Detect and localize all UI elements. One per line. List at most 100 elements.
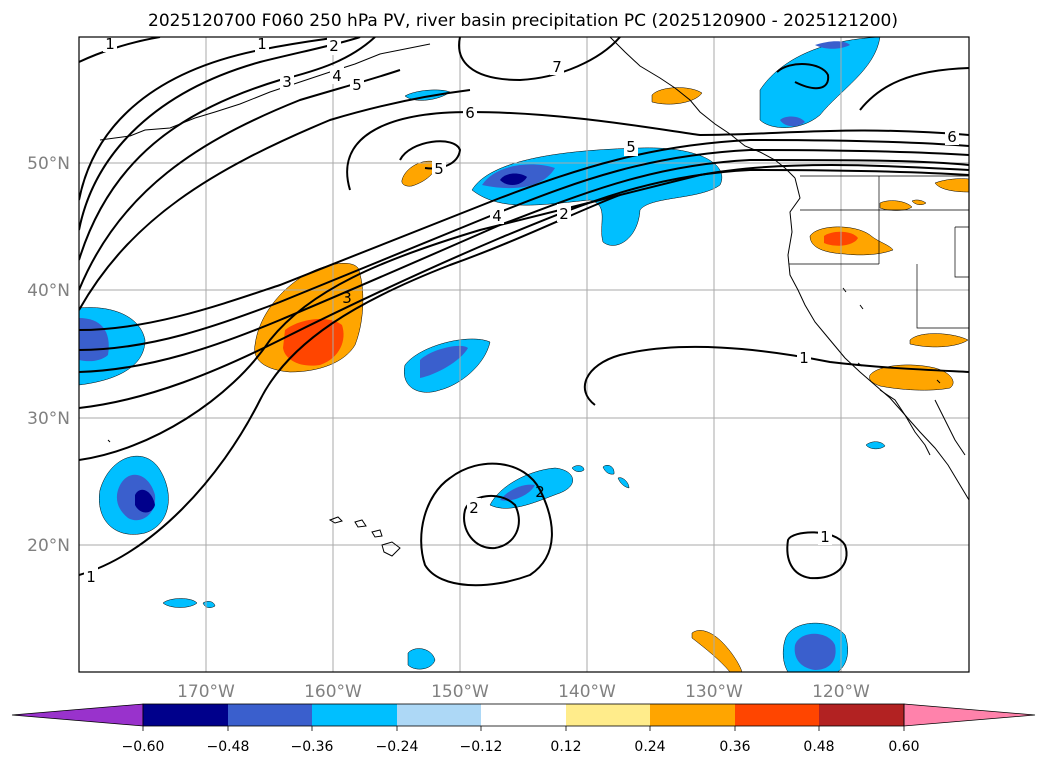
lon-label: 170°W xyxy=(177,682,235,702)
pv-contour-jet-4 xyxy=(79,168,969,409)
colorbar-tick-label: −0.60 xyxy=(122,739,165,755)
pv-contour-label: 7 xyxy=(552,58,562,76)
colorbar-swatch xyxy=(397,704,481,726)
latitude-labels: 50°N 40°N 30°N 20°N xyxy=(27,154,70,556)
lat-label: 40°N xyxy=(27,281,70,301)
label-bg xyxy=(490,206,504,224)
pv-contour-label: 2 xyxy=(329,37,339,55)
precip-blob-bc xyxy=(759,37,881,128)
map-frame xyxy=(78,36,970,673)
lat-label: 50°N xyxy=(27,154,70,174)
label-bg xyxy=(818,527,832,545)
label-bg xyxy=(797,348,811,366)
label-bg xyxy=(624,138,638,156)
pv-contours xyxy=(79,37,969,587)
colorbar-tick-label: −0.24 xyxy=(376,739,419,755)
pv-contour-label: 6 xyxy=(465,104,475,122)
colorbar-swatch xyxy=(312,704,397,726)
pv-contour-jet-3 xyxy=(79,138,969,331)
label-bg xyxy=(463,103,477,121)
pv-contour-jet-south-2 xyxy=(79,194,621,576)
colorbar-swatch xyxy=(228,704,312,726)
label-bg xyxy=(432,159,446,177)
pv-contour-ridge-6 xyxy=(346,110,969,191)
colorbar-swatch xyxy=(819,704,904,726)
pv-contour-label: 4 xyxy=(332,67,342,85)
pv-contour-label: 1 xyxy=(820,528,830,546)
map-background xyxy=(79,37,969,672)
label-bg xyxy=(557,204,571,222)
label-bg xyxy=(467,498,481,516)
colorbar-tick-label: 0.60 xyxy=(888,739,919,755)
pv-contour-5-west xyxy=(79,89,471,311)
pv-contour-1-south xyxy=(786,531,848,580)
colorbar-extend-high xyxy=(903,703,1036,727)
pv-contour-5-bc xyxy=(776,63,830,90)
label-bg xyxy=(550,57,564,75)
pv-contour-label: 5 xyxy=(626,138,636,156)
colorbar: −0.60 −0.48 −0.36 −0.24 −0.12 0.12 0.24 … xyxy=(11,703,1036,755)
label-bg xyxy=(350,75,364,93)
lon-label: 130°W xyxy=(685,682,743,702)
pv-contour-label: 5 xyxy=(352,76,362,94)
label-bg xyxy=(103,37,117,52)
colorbar-extend-low xyxy=(11,703,144,727)
pv-contour-7 xyxy=(458,37,621,82)
hawaii-islands xyxy=(328,516,401,557)
colorbar-tick-label: −0.36 xyxy=(291,739,334,755)
precip-blob-small-pos xyxy=(401,87,969,672)
lon-label: 140°W xyxy=(558,682,616,702)
pv-contour-label: 3 xyxy=(282,73,292,91)
colorbar-tick-label: 0.48 xyxy=(803,739,834,755)
colorbar-tick-label: 0.24 xyxy=(634,739,665,755)
label-bg xyxy=(280,72,294,90)
pv-contour-label: 5 xyxy=(434,160,444,178)
pv-contour-jet-1 xyxy=(79,158,969,373)
colorbar-swatch xyxy=(735,704,819,726)
pv-contour-label: 6 xyxy=(947,128,957,146)
colorbar-swatch xyxy=(481,704,566,726)
colorbar-tick-label: 0.12 xyxy=(550,739,581,755)
label-bg xyxy=(330,66,344,84)
colorbar-tick-label: 0.36 xyxy=(719,739,750,755)
map-panel: 1 1 2 3 4 5 7 6 5 5 6 xyxy=(78,35,970,673)
lon-label: 160°W xyxy=(304,682,362,702)
precip-blob-bc-mid xyxy=(780,41,850,127)
colorbar-swatch xyxy=(143,704,228,726)
coastline-alaska-aleutians xyxy=(99,37,796,179)
precip-blob-gulf-alaska-core xyxy=(500,173,527,186)
pv-contour-label-group: 1 1 2 3 4 5 7 6 5 5 6 xyxy=(84,35,959,586)
pv-contour-jet-south-1 xyxy=(79,164,969,461)
label-bg xyxy=(327,37,341,55)
pv-contour-label: 1 xyxy=(105,35,115,53)
precip-blob-hawaii-west-core xyxy=(135,489,155,513)
pv-contour-1-west xyxy=(79,37,341,201)
colorbar-frame xyxy=(142,703,905,727)
precip-blob-central-mid xyxy=(420,345,468,378)
lat-label: 20°N xyxy=(27,536,70,556)
label-bg xyxy=(84,567,98,585)
pv-contour-6-east xyxy=(859,67,969,111)
colorbar-swatch xyxy=(650,704,735,726)
pv-contour-2-inner xyxy=(463,494,520,550)
map-title: 2025120700 F060 250 hPa PV, river basin … xyxy=(148,11,898,31)
label-bg xyxy=(945,127,959,145)
pv-contour-label: 4 xyxy=(492,207,502,225)
colorbar-tick-labels: −0.60 −0.48 −0.36 −0.24 −0.12 0.12 0.24 … xyxy=(122,739,920,755)
lon-label: 150°W xyxy=(431,682,489,702)
coastline-baja xyxy=(879,389,966,456)
gridlines xyxy=(79,37,969,672)
colorbar-tick-label: −0.48 xyxy=(207,739,250,755)
pv-contour-label: 3 xyxy=(342,289,352,307)
colorbar-ticks xyxy=(142,726,905,731)
label-bg xyxy=(255,37,269,52)
pv-contour-label: 2 xyxy=(559,205,569,223)
pv-contour-label: 2 xyxy=(535,483,545,501)
colorbar-swatch xyxy=(566,704,650,726)
lon-label: 120°W xyxy=(812,682,870,702)
pv-contour-3-west xyxy=(79,37,376,261)
coastline-west-north-america xyxy=(787,177,969,501)
pv-contour-label: 1 xyxy=(257,35,267,53)
colorbar-tick-label: −0.12 xyxy=(460,739,503,755)
